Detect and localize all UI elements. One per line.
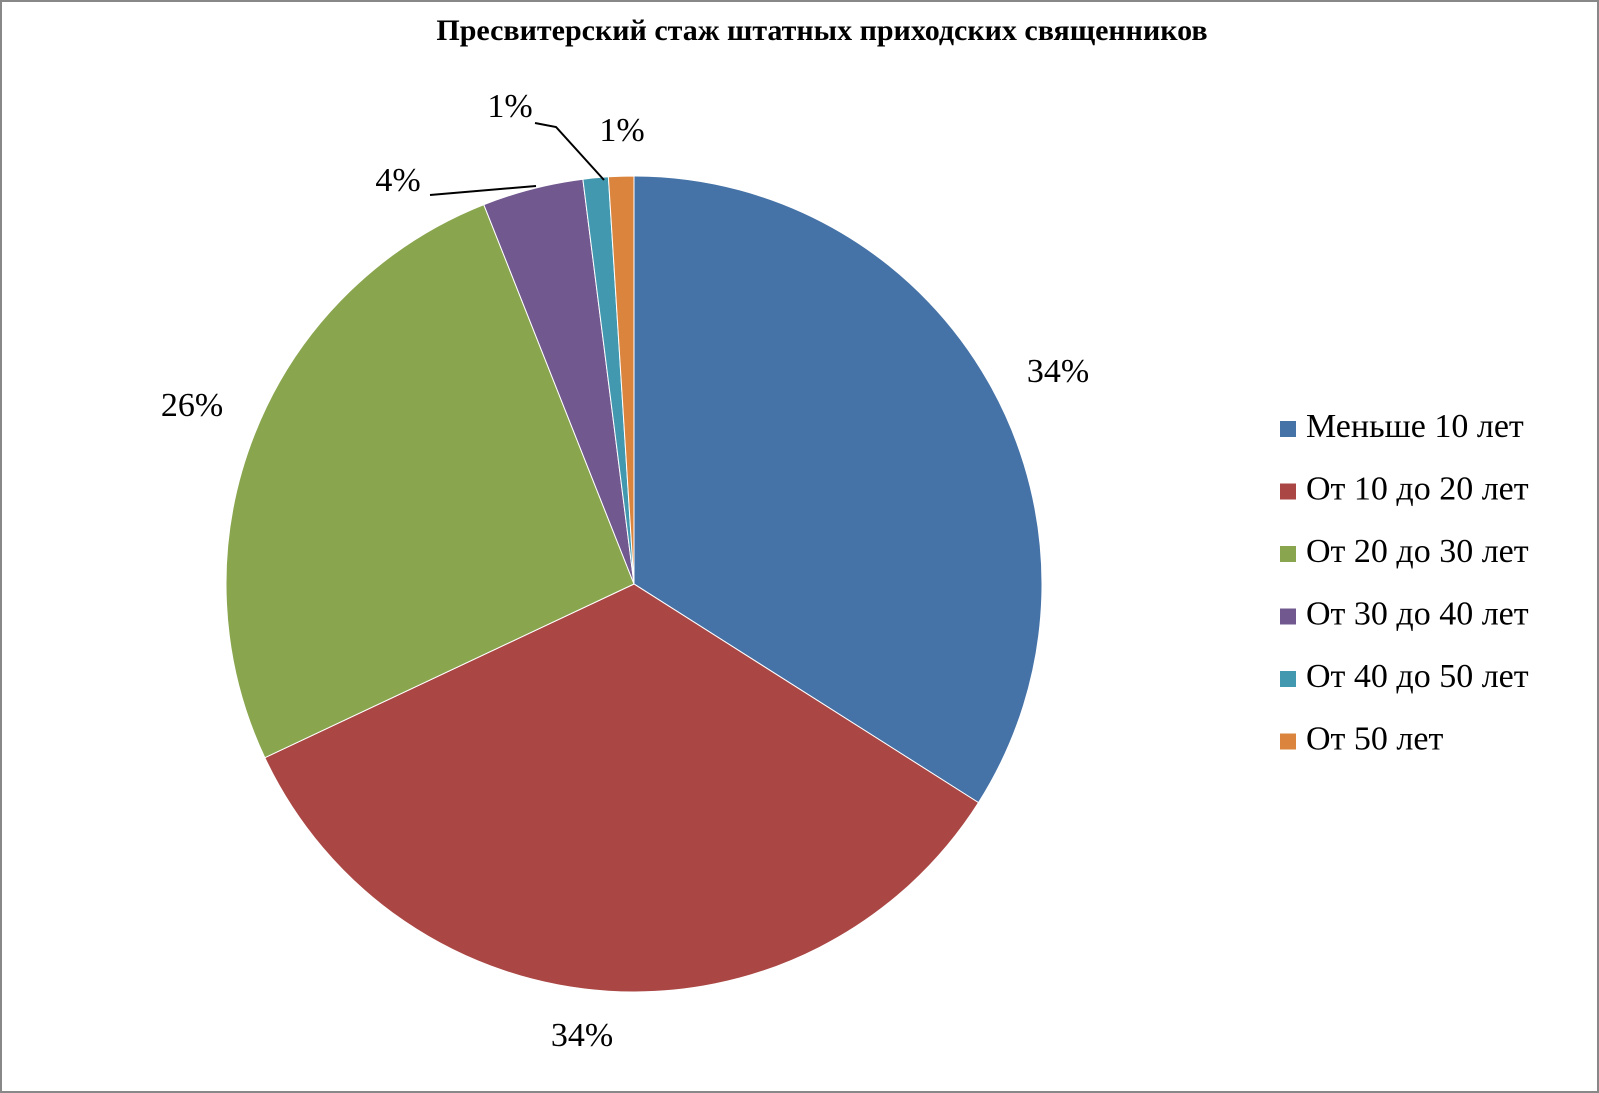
leader-line [534,122,605,181]
legend-swatch [1280,733,1296,750]
legend-label: От 30 до 40 лет [1306,595,1529,632]
pie-slice [225,204,635,759]
legend-label: От 10 до 20 лет [1306,470,1529,507]
data-label: 4% [375,162,420,199]
legend-swatch [1280,671,1296,687]
pie-slice [264,583,980,993]
data-label: 34% [551,1017,613,1054]
data-label: 1% [487,88,532,125]
legend-label: От 40 до 50 лет [1306,658,1529,695]
legend-swatch [1280,421,1296,437]
pie-slice [607,175,635,585]
data-label: 1% [599,112,644,149]
legend-swatch [1280,608,1296,625]
legend-swatch [1280,546,1296,562]
legend-label: От 50 лет [1306,720,1443,757]
chart-title: Пресвитерский стаж штатных приходских св… [436,14,1207,47]
leader-line [429,185,537,196]
legend-label: От 20 до 30 лет [1306,533,1529,570]
legend-swatch [1280,483,1296,500]
data-label: 26% [161,387,223,424]
legend-label: Меньше 10 лет [1306,408,1524,445]
pie-slice [633,175,1043,804]
data-label: 34% [1027,353,1089,390]
